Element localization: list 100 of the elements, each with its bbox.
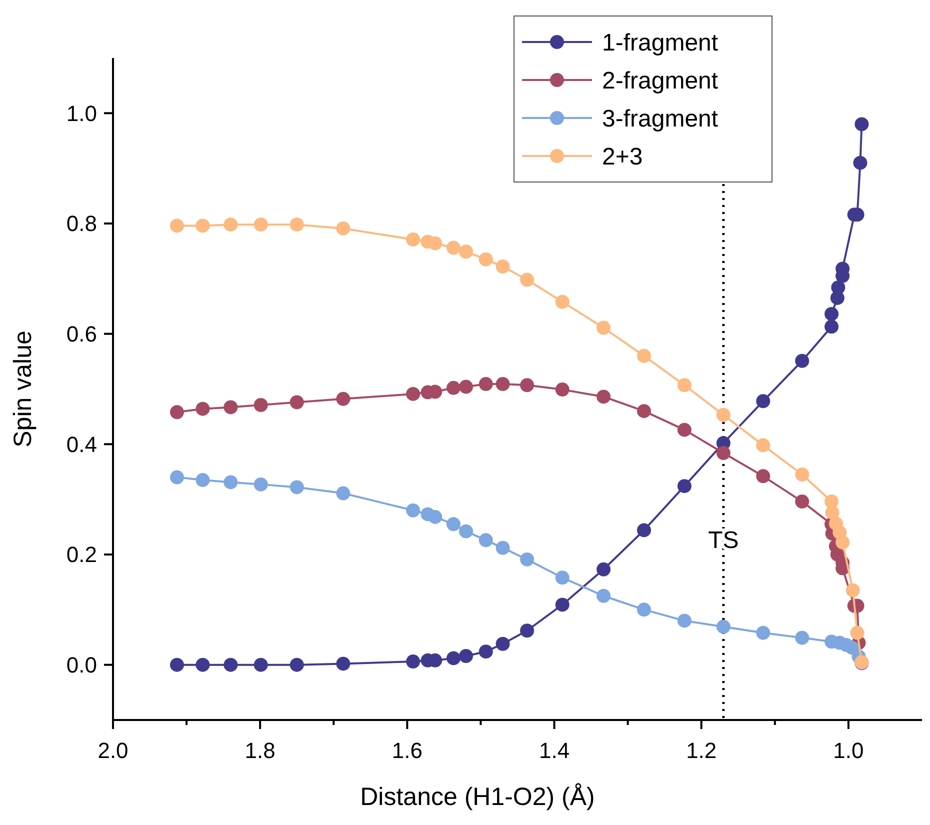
point (336, 392, 350, 406)
x-tick-label: 1.6 (392, 738, 422, 763)
point (290, 658, 304, 672)
ref-line-label: TS (708, 526, 739, 554)
point (478, 644, 493, 659)
legend-label: 3-fragment (602, 105, 718, 132)
point (336, 656, 350, 671)
point (716, 408, 730, 422)
point (254, 658, 268, 672)
y-tick-label: 1.0 (66, 100, 97, 126)
point (850, 626, 864, 640)
point (224, 475, 238, 490)
point (428, 510, 442, 524)
point (596, 320, 611, 335)
point (836, 535, 850, 550)
point (196, 658, 210, 672)
point (824, 306, 839, 321)
point (716, 620, 730, 634)
y-tick-label: 0.0 (66, 652, 97, 678)
point (555, 570, 570, 585)
point (637, 404, 651, 418)
point (170, 658, 184, 672)
point (196, 473, 210, 488)
point (496, 636, 510, 651)
point (846, 583, 860, 598)
point (406, 503, 420, 518)
point (637, 523, 651, 538)
x-tick-label: 2.0 (98, 738, 128, 763)
point (254, 477, 268, 492)
point (756, 626, 770, 640)
point (854, 117, 869, 132)
point (459, 524, 474, 538)
point (459, 380, 474, 394)
point (446, 651, 461, 666)
point (446, 240, 461, 255)
x-tick-label: 1.8 (244, 738, 276, 763)
point (496, 260, 510, 274)
point (459, 649, 474, 664)
point (795, 630, 810, 645)
point (756, 394, 770, 408)
point (795, 468, 810, 482)
point (677, 614, 692, 628)
y-tick-label: 0.2 (66, 542, 97, 568)
point (406, 654, 420, 669)
point (596, 588, 611, 603)
point (555, 598, 570, 612)
point (406, 386, 420, 401)
point (336, 486, 350, 500)
point (196, 218, 210, 233)
point (478, 377, 493, 392)
point (831, 280, 846, 294)
x-tick-label: 1.2 (686, 738, 717, 763)
point (596, 390, 611, 404)
point (196, 402, 210, 416)
point (496, 377, 510, 392)
point (520, 272, 534, 287)
point (596, 562, 611, 576)
point (478, 252, 493, 266)
point (254, 218, 268, 232)
point (520, 378, 534, 392)
legend-label: 1-fragment (602, 29, 718, 56)
point (555, 382, 570, 397)
y-tick-label: 0.4 (66, 432, 97, 457)
point (496, 540, 510, 555)
point (756, 438, 770, 452)
point (520, 624, 534, 638)
point (824, 320, 839, 334)
x-tick-label: 1.0 (833, 738, 864, 763)
point (406, 232, 420, 246)
legend-label: 2-fragment (602, 67, 718, 94)
x-tick-label: 1.4 (538, 738, 570, 763)
point (716, 446, 730, 460)
point (677, 378, 692, 392)
point (224, 218, 238, 232)
point (224, 400, 238, 414)
point (336, 221, 350, 236)
point (290, 480, 304, 494)
point (254, 398, 268, 412)
point (677, 422, 692, 437)
point (795, 494, 810, 509)
legend-label: 2+3 (602, 143, 643, 170)
point (637, 348, 651, 363)
point (459, 244, 474, 259)
point (170, 470, 184, 484)
point (290, 218, 304, 232)
y-tick-label: 0.6 (66, 322, 97, 347)
point (795, 354, 810, 368)
point (853, 156, 868, 170)
point (756, 469, 770, 484)
point (637, 602, 651, 617)
point (555, 294, 570, 309)
point (170, 218, 184, 233)
point (520, 552, 534, 566)
x-axis-title: Distance (H1-O2) (Å) (360, 783, 595, 811)
y-axis-title: Spin value (9, 330, 37, 448)
point (478, 533, 493, 548)
point (290, 395, 304, 410)
point (224, 658, 238, 672)
point (446, 380, 461, 395)
point (446, 517, 461, 532)
